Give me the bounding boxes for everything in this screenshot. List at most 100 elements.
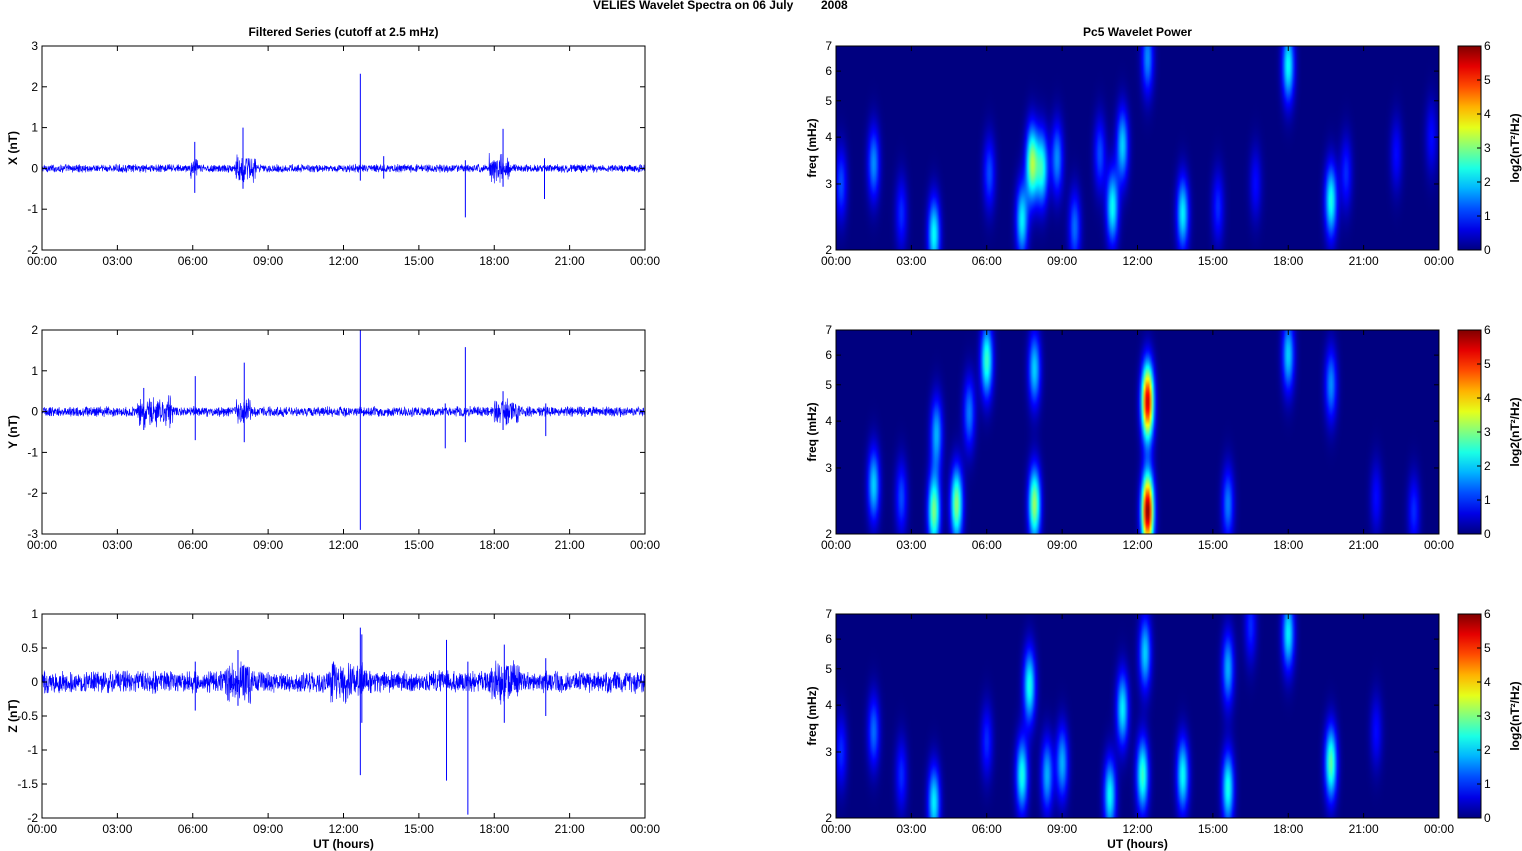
y-tick-label: -2: [27, 243, 38, 257]
y-tick-label: 3: [825, 745, 832, 759]
suptitle-right: 2008: [821, 0, 848, 12]
y-axis-label: Z (nT): [6, 699, 20, 732]
y-tick-label: 3: [31, 39, 38, 53]
colorbar-tick-label: 3: [1484, 141, 1491, 155]
colorbar-tick-label: 6: [1484, 607, 1491, 621]
x-axis-label: UT (hours): [313, 837, 374, 851]
x-tick-label: 06:00: [972, 538, 1002, 552]
x-tick-label: 03:00: [102, 538, 132, 552]
spectrogram-image: [836, 330, 1439, 534]
colorbar-tick-label: 5: [1484, 73, 1491, 87]
y-tick-label: 6: [825, 64, 832, 78]
colorbar-tick-label: 4: [1484, 675, 1491, 689]
x-tick-label: 03:00: [102, 822, 132, 836]
x-tick-label: 09:00: [1047, 538, 1077, 552]
suptitle-left: VELIES Wavelet Spectra on 06 July: [593, 0, 794, 12]
y-tick-label: 2: [825, 243, 832, 257]
colorbar-tick-label: 1: [1484, 209, 1491, 223]
x-tick-label: 00:00: [630, 254, 660, 268]
y-tick-label: -1: [27, 445, 38, 459]
x-tick-label: 00:00: [821, 538, 851, 552]
x-tick-label: 18:00: [1273, 538, 1303, 552]
colorbar-tick-label: 6: [1484, 39, 1491, 53]
colorbar-label: log2(nT²/Hz): [1508, 397, 1522, 466]
x-tick-label: 09:00: [1047, 254, 1077, 268]
y-tick-label: 2: [31, 323, 38, 337]
colorbar-tick-label: 0: [1484, 527, 1491, 541]
y-tick-label: -0.5: [17, 709, 38, 723]
colorbar-label: log2(nT²/Hz): [1508, 681, 1522, 750]
panel-heatmap-x: 0 1 2 3 4 5 6 log2(nT²/Hz) 2 3 4 5 6 7 00:00 03:00 06:00…: [805, 25, 1522, 268]
series-line: [41, 660, 646, 705]
colorbar-tick-label: 3: [1484, 425, 1491, 439]
x-tick-label: 12:00: [328, 538, 358, 552]
x-tick-label: 12:00: [1122, 822, 1152, 836]
x-tick-label: 12:00: [328, 254, 358, 268]
x-tick-label: 00:00: [821, 822, 851, 836]
panel-line-y: -3 -2 -1 0 1 2 00:00 03:00 06:00 09:00 12:00 15:00 1…: [6, 323, 660, 552]
x-tick-label: 00:00: [630, 822, 660, 836]
plot-frame: [41, 45, 646, 251]
spectrogram-image: [836, 614, 1439, 818]
x-tick-label: 21:00: [555, 538, 585, 552]
y-tick-label: -3: [27, 527, 38, 541]
y-axis-label: X (nT): [6, 131, 20, 165]
x-tick-label: 15:00: [1198, 822, 1228, 836]
spectrogram-image: [836, 46, 1439, 250]
y-tick-label: 3: [825, 177, 832, 191]
y-tick-label: 5: [825, 662, 832, 676]
colorbar-tick-label: 4: [1484, 107, 1491, 121]
x-tick-label: 00:00: [1424, 538, 1454, 552]
colorbar-tick-label: 5: [1484, 357, 1491, 371]
panel-line-z: -2 -1.5 -1 -0.5 0 0.5 1 00:00 03:00 06:00 09:00 12:…: [6, 607, 660, 851]
colorbar-tick-label: 2: [1484, 175, 1491, 189]
x-tick-label: 21:00: [1349, 538, 1379, 552]
x-tick-label: 00:00: [1424, 254, 1454, 268]
panel-line-x: -2 -1 0 1 2 3 00:00 03:00 06:00 09:00 12:00 15:00 18…: [6, 25, 660, 268]
panel-heatmap-y: 0 1 2 3 4 5 6 log2(nT²/Hz) 2 3 4 5 6 7 00:00 03:00 06:00…: [805, 323, 1522, 552]
colorbar-tick-label: 2: [1484, 743, 1491, 757]
x-tick-label: 18:00: [479, 538, 509, 552]
x-tick-label: 21:00: [1349, 822, 1379, 836]
y-tick-label: 3: [825, 461, 832, 475]
x-tick-label: 18:00: [479, 254, 509, 268]
y-tick-label: -1.5: [17, 777, 38, 791]
y-axis-label: freq (mHz): [805, 118, 819, 177]
y-tick-label: 0: [31, 405, 38, 419]
colorbar-tick-label: 2: [1484, 459, 1491, 473]
y-tick-label: -2: [27, 486, 38, 500]
y-tick-label: 6: [825, 632, 832, 646]
x-tick-label: 21:00: [555, 822, 585, 836]
x-tick-label: 00:00: [27, 538, 57, 552]
y-tick-label: -2: [27, 811, 38, 825]
x-tick-label: 15:00: [404, 254, 434, 268]
colorbar-label: log2(nT²/Hz): [1508, 113, 1522, 182]
x-tick-label: 06:00: [178, 254, 208, 268]
x-tick-label: 06:00: [178, 538, 208, 552]
x-tick-label: 21:00: [1349, 254, 1379, 268]
x-tick-label: 18:00: [1273, 254, 1303, 268]
y-tick-label: 7: [825, 607, 832, 621]
y-tick-label: 2: [825, 527, 832, 541]
y-axis-label: Y (nT): [6, 415, 20, 449]
y-tick-label: 1: [31, 121, 38, 135]
x-tick-label: 09:00: [1047, 822, 1077, 836]
series-line: [41, 152, 646, 184]
y-tick-label: 0: [31, 675, 38, 689]
colorbar-tick-label: 1: [1484, 493, 1491, 507]
x-tick-label: 06:00: [972, 254, 1002, 268]
series-line: [41, 395, 646, 429]
x-tick-label: 03:00: [896, 822, 926, 836]
colorbar-tick-label: 0: [1484, 811, 1491, 825]
colorbar-tick-label: 5: [1484, 641, 1491, 655]
x-tick-label: 06:00: [178, 822, 208, 836]
x-tick-label: 00:00: [27, 822, 57, 836]
x-tick-label: 12:00: [1122, 538, 1152, 552]
x-tick-label: 21:00: [555, 254, 585, 268]
x-axis-label: UT (hours): [1107, 837, 1168, 851]
colorbar-tick-label: 4: [1484, 391, 1491, 405]
x-tick-label: 03:00: [896, 254, 926, 268]
y-tick-label: 6: [825, 348, 832, 362]
x-tick-label: 00:00: [630, 538, 660, 552]
